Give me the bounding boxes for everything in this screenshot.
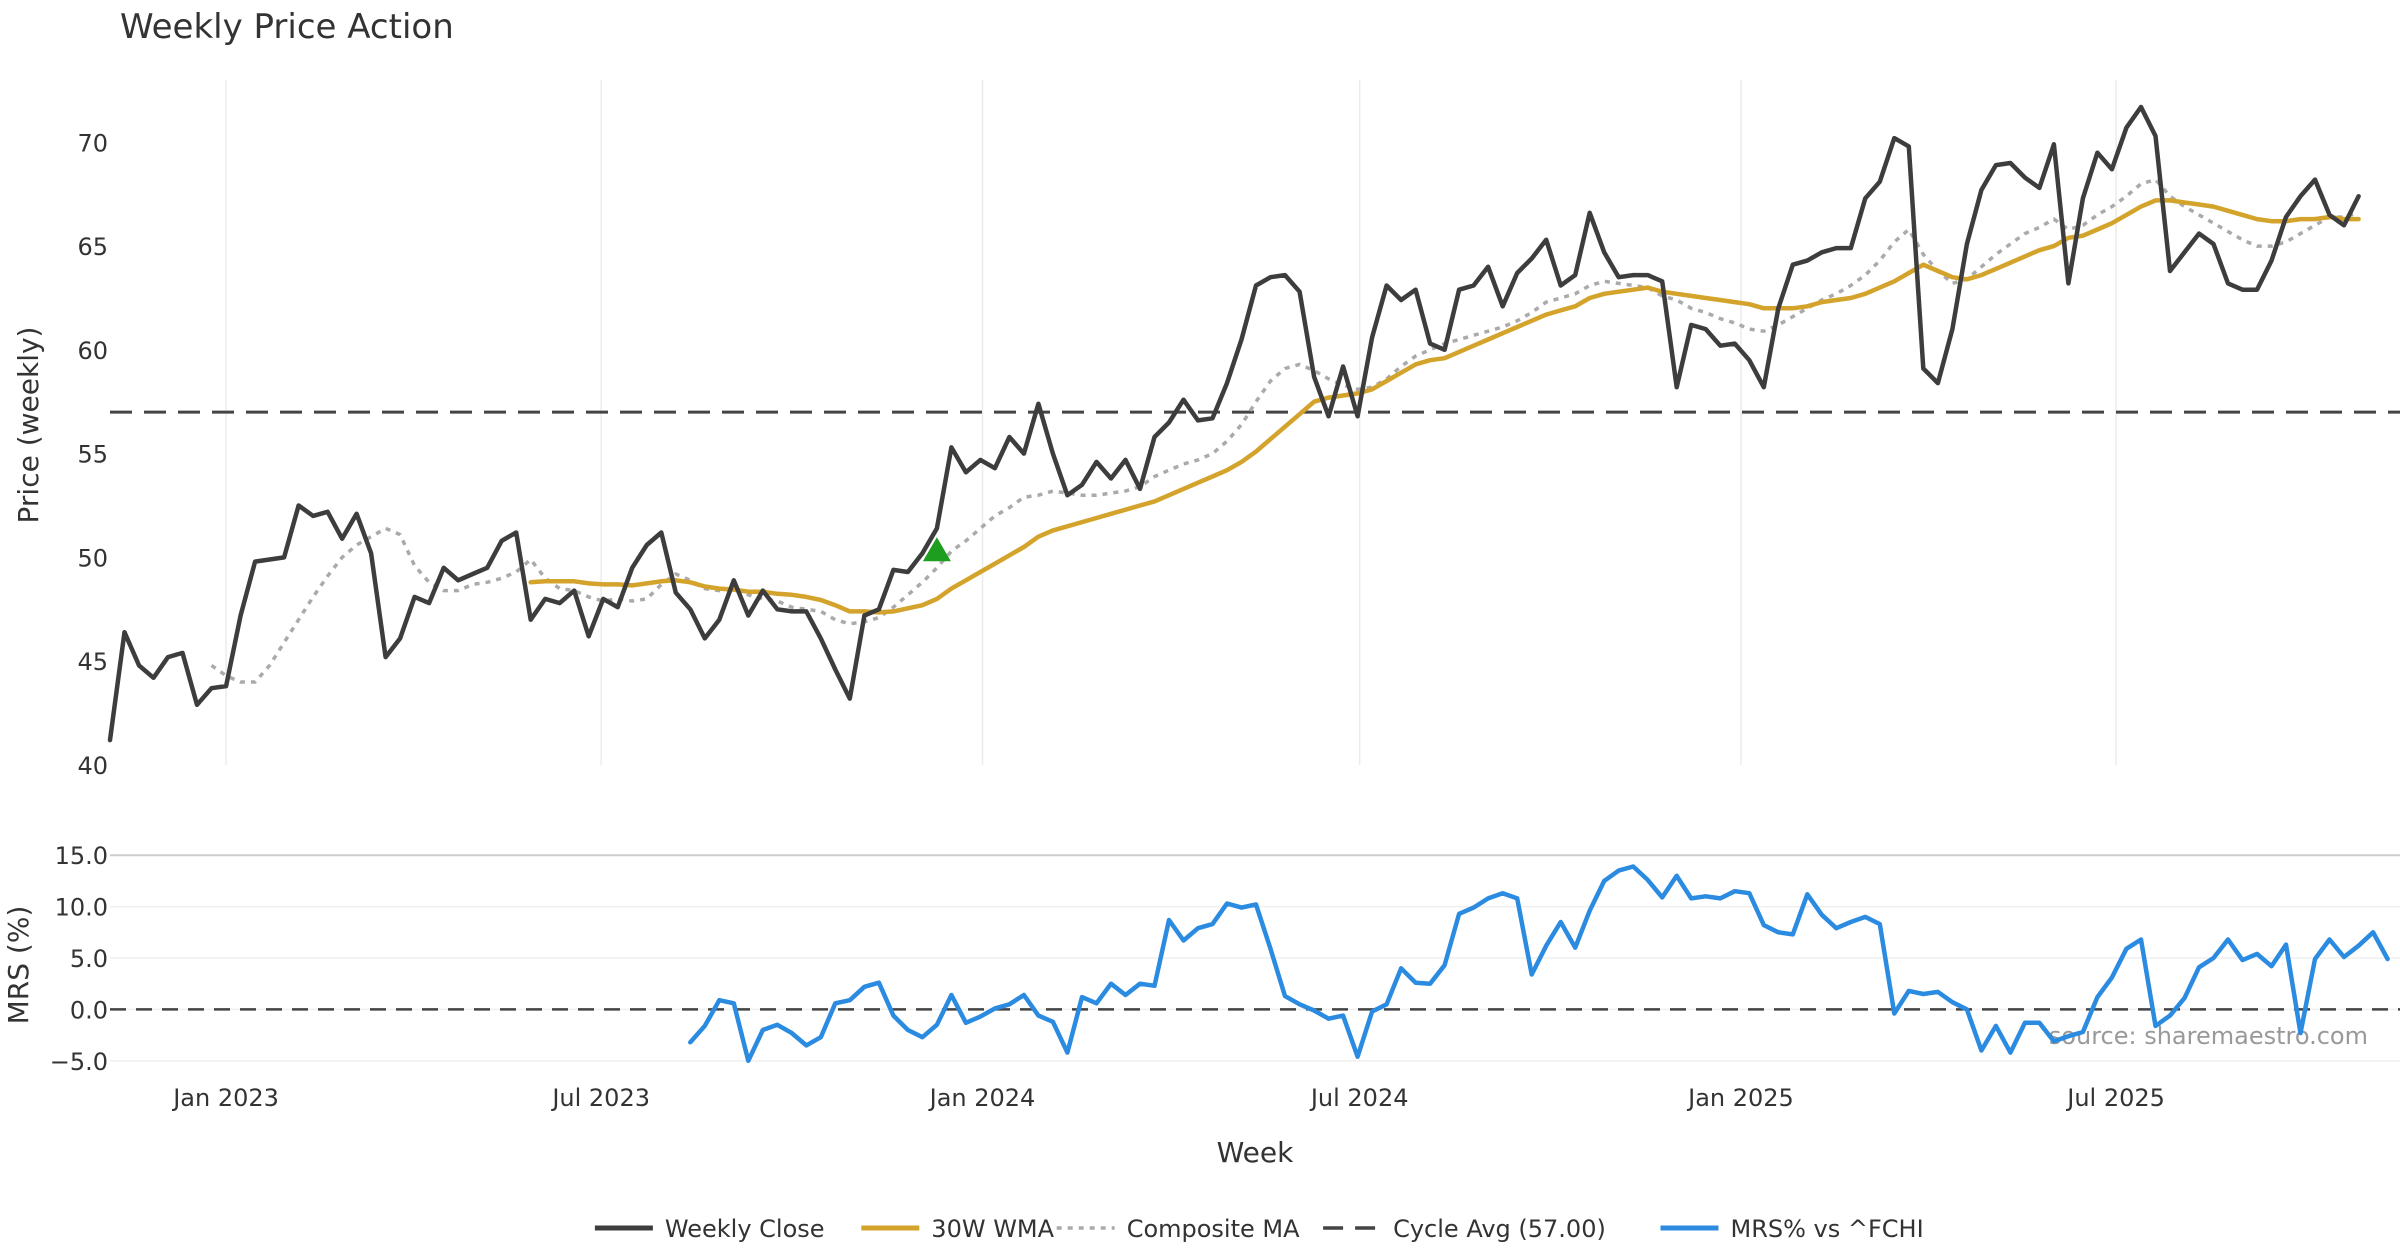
- x-tick-label: Jul 2025: [2065, 1084, 2165, 1112]
- chart-title: Weekly Price Action: [120, 7, 454, 47]
- price-series: [107, 104, 2400, 743]
- mrs-y-ticks: 15.0 10.0 5.0 0.0 −5.0: [50, 842, 108, 1076]
- mrs-y-axis-title: MRS (%): [2, 906, 35, 1025]
- mrs-y-tick-label: 10.0: [55, 894, 108, 922]
- price-y-tick-label: 65: [77, 233, 108, 261]
- legend-label-2: Composite MA: [1127, 1215, 1300, 1243]
- x-ticks: Jan 2023 Jul 2023 Jan 2024 Jul 2024 Jan 2025…: [171, 1084, 2165, 1112]
- mrs-y-tick-label: 15.0: [55, 842, 108, 870]
- mrs-y-tick-label: 0.0: [70, 996, 108, 1024]
- price-y-tick-label: 70: [77, 129, 108, 157]
- price-y-tick-label: 60: [77, 337, 108, 365]
- composite-ma-line: [210, 177, 2360, 684]
- buy-signal-marker: [922, 537, 951, 562]
- mrs-y-tick-label: −5.0: [50, 1048, 108, 1076]
- price-y-tick-label: 55: [77, 441, 108, 469]
- wma-30w-line: [528, 198, 2361, 615]
- x-tick-label: Jan 2024: [928, 1084, 1036, 1112]
- x-axis-title: Week: [1217, 1136, 1294, 1169]
- legend-label-0: Weekly Close: [665, 1215, 825, 1243]
- legend-label-3: Cycle Avg (57.00): [1393, 1215, 1606, 1243]
- x-tick-label: Jan 2025: [1686, 1084, 1794, 1112]
- price-y-tick-label: 50: [77, 544, 108, 572]
- legend-label-4: MRS% vs ^FCHI: [1731, 1215, 1924, 1243]
- mrs-line: [688, 864, 2390, 1064]
- price-y-ticks: 40 45 50 55 60 65 70: [77, 129, 108, 780]
- mrs-y-tick-label: 5.0: [70, 945, 108, 973]
- price-grid: [225, 80, 2117, 765]
- x-tick-label: Jan 2023: [171, 1084, 279, 1112]
- legend-label-1: 30W WMA: [931, 1215, 1054, 1243]
- legend: Weekly Close 30W WMA Composite MA Cycle Avg…: [594, 1215, 1924, 1243]
- x-tick-label: Jul 2024: [1309, 1084, 1409, 1112]
- source-note: source: sharemaestro.com: [2049, 1022, 2368, 1050]
- price-y-tick-label: 40: [77, 752, 108, 780]
- weekly-close-line: [107, 104, 2361, 743]
- price-y-axis-title: Price (weekly): [12, 327, 45, 524]
- price-y-tick-label: 45: [77, 648, 108, 676]
- x-tick-label: Jul 2023: [550, 1084, 650, 1112]
- mrs-grid: [110, 854, 2400, 1062]
- mrs-series: [688, 864, 2390, 1064]
